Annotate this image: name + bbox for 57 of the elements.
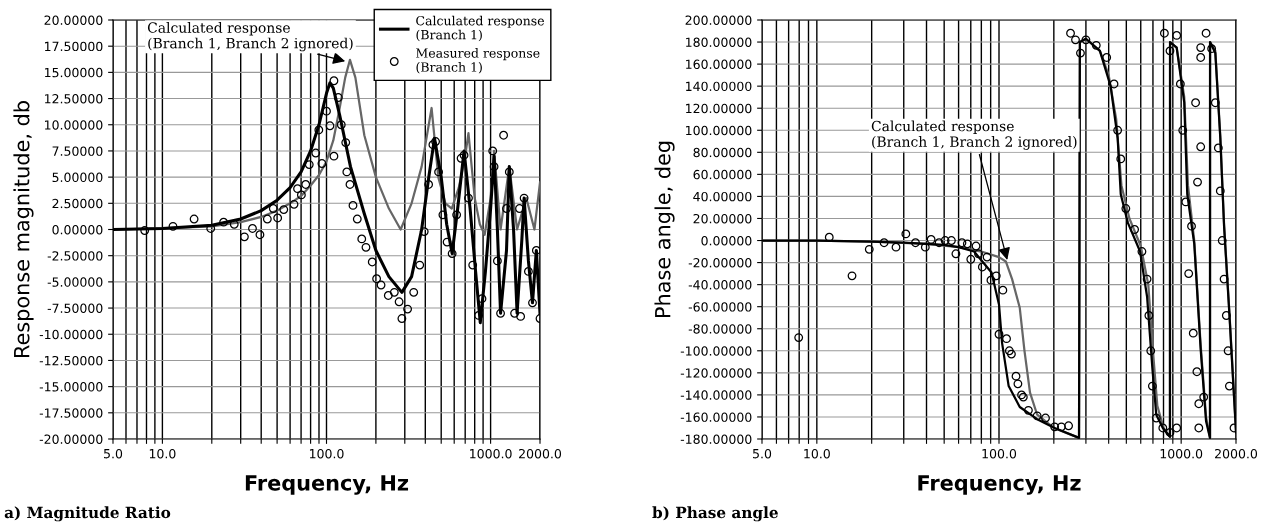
x-tick-label: 2000.0	[1215, 448, 1258, 459]
x-tick-label: 10.0	[804, 448, 830, 459]
y-tick-label: -20.00000	[39, 434, 103, 444]
y-tick-label: 200.00000	[685, 15, 752, 25]
x-tick-label: 2000.0	[519, 448, 562, 459]
x-tick-label: 100.0	[309, 448, 344, 459]
y-tick-label: 10.00000	[45, 120, 103, 130]
y-tick-label: 0.00000	[701, 236, 752, 246]
y-tick-label: 12.50000	[45, 94, 103, 104]
y-tick-label: -10.00000	[39, 329, 103, 340]
y-tick-label: 80.00000	[693, 147, 752, 158]
y-tick-label: -160.00000	[680, 412, 752, 422]
y-tick-label: -60.00000	[688, 302, 752, 312]
x-tick-label: 1000.0	[1160, 448, 1203, 459]
y-tick-label: 17.50000	[45, 41, 103, 52]
annotation: Calculated response (Branch 1, Branch 2 ignored)	[147, 22, 353, 52]
y-tick-label: 160.00000	[686, 59, 752, 70]
y-tick-label: -20.00000	[688, 258, 752, 268]
x-axis-title: Frequency, Hz	[245, 475, 409, 495]
x-tick-label: 1000.0	[470, 448, 512, 459]
x-axis-title: Frequency, Hz	[918, 475, 1081, 495]
y-tick-label: 100.00000	[686, 125, 752, 136]
y-tick-label: 140.00000	[686, 81, 752, 92]
y-tick-label: -100.00000	[680, 346, 752, 356]
y-tick-label: -2.50000	[47, 251, 103, 261]
y-tick-label: -180.00000	[680, 434, 752, 444]
y-tick-label: 15.00000	[45, 67, 103, 78]
y-tick-label: 7.50000	[52, 146, 103, 156]
y-tick-label: -80.00000	[688, 324, 752, 334]
y-tick-label: -12.50000	[39, 355, 103, 366]
y-tick-label: 20.00000	[693, 213, 752, 224]
y-tick-label: 120.00000	[686, 103, 752, 114]
x-tick-label: 10.0	[149, 448, 176, 459]
y-tick-label: 0.00000	[52, 224, 103, 235]
text: a) Magnitude Ratio	[4, 506, 171, 522]
x-tick-label: 5.0	[104, 448, 123, 459]
y-tick-label: -120.00000	[680, 368, 752, 378]
y-axis-title: Phase angle, deg	[654, 141, 675, 318]
y-tick-label: 60.00000	[693, 169, 752, 180]
legend-label: Measured response (Branch 1)	[416, 48, 540, 74]
x-tick-label: 100.0	[982, 448, 1017, 459]
y-tick-label: 5.00000	[52, 172, 103, 183]
y-tick-label: -5.00000	[47, 277, 103, 287]
x-tick-label: 5.0	[753, 448, 772, 459]
text: b) Phase angle	[652, 506, 778, 522]
y-tick-label: 180.00000	[686, 37, 752, 47]
y-tick-label: -7.50000	[47, 303, 103, 313]
y-axis-title: Response magnitude, db	[13, 101, 34, 357]
y-tick-label: -17.50000	[39, 408, 103, 418]
y-tick-label: -140.00000	[680, 390, 752, 400]
y-tick-label: 20.00000	[44, 15, 103, 25]
y-tick-label: 40.00000	[693, 191, 752, 202]
y-tick-label: -15.00000	[39, 382, 103, 392]
legend-label: Calculated response (Branch 1)	[416, 15, 544, 42]
annotation: Calculated response (Branch 1, Branch 2 ignored)	[871, 120, 1077, 150]
y-tick-label: -40.00000	[688, 280, 752, 290]
y-tick-label: 2.50000	[52, 198, 103, 209]
